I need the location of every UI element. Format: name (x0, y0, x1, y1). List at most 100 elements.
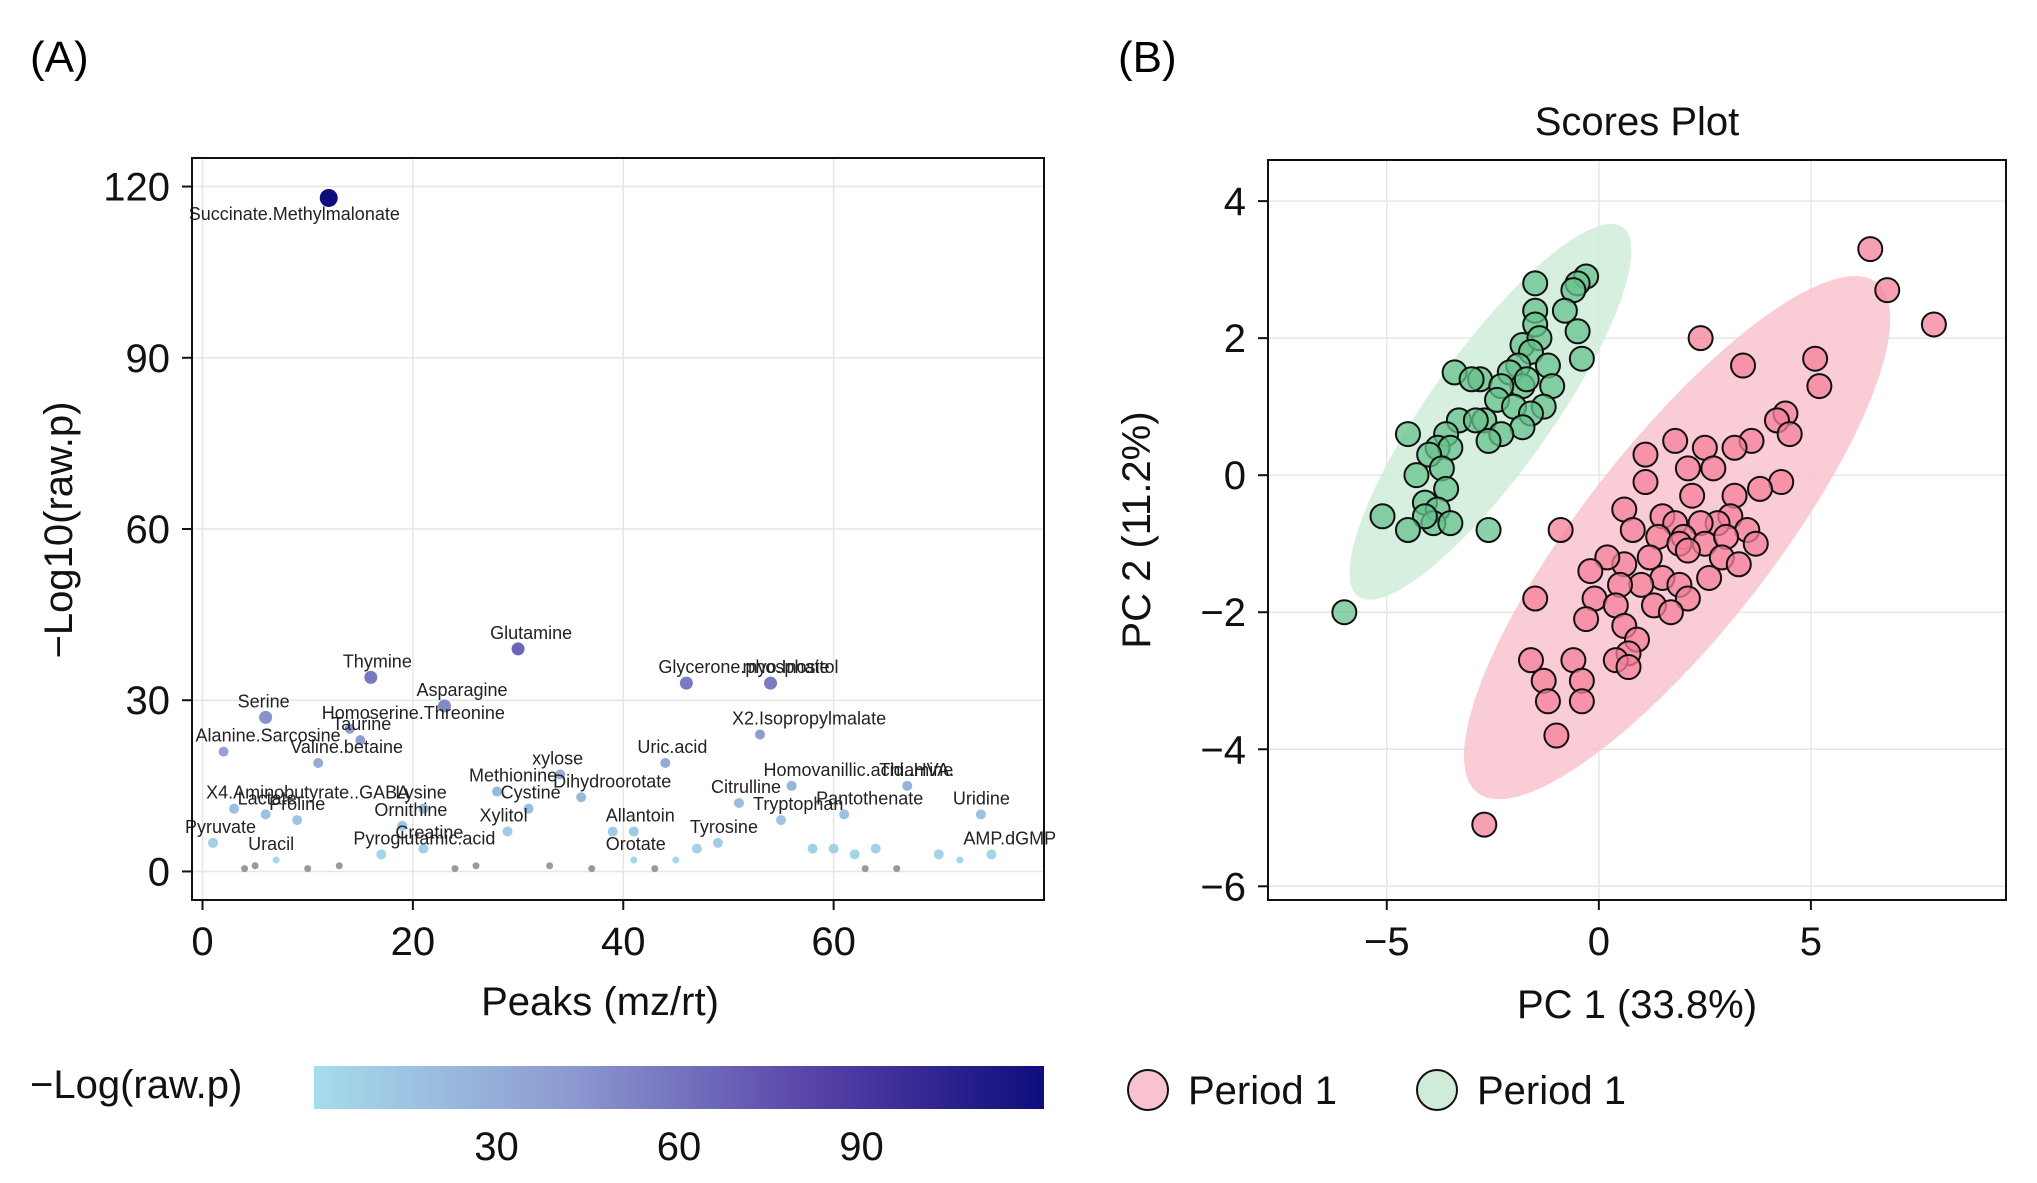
data-point (1619, 517, 1646, 543)
data-point (1776, 421, 1803, 448)
y-tick-label: 90 (126, 337, 171, 381)
data-point (1806, 373, 1833, 400)
data-point (1920, 311, 1947, 338)
plot-b-x-axis-title: PC 1 (33.8%) (1517, 983, 1757, 1027)
point-label: Pantothenate (816, 788, 923, 808)
data-point (1517, 647, 1544, 674)
data-point (355, 735, 366, 746)
data-point (1437, 510, 1464, 537)
data-point (1696, 564, 1723, 591)
point-label: Pyruvate (185, 817, 256, 837)
data-point (1679, 482, 1706, 509)
data-point (651, 865, 659, 873)
panel-b-label: (B) (1118, 33, 1177, 82)
point-label: Citrulline (711, 777, 781, 797)
data-point (1632, 441, 1659, 468)
data-point (630, 856, 638, 864)
data-point (1577, 558, 1604, 585)
panel-a-volcano-plot: Succinate.Methylmalonate Glutamine Thymine… (37, 157, 1056, 1024)
data-point (241, 865, 249, 873)
data-point (1725, 551, 1752, 578)
data-point (319, 188, 338, 207)
data-point (1662, 427, 1689, 454)
data-point (1458, 366, 1485, 393)
x-tick-label: 0 (1588, 920, 1610, 964)
data-point (472, 862, 480, 870)
data-point (1564, 318, 1591, 345)
legend-swatch (1416, 1069, 1458, 1111)
data-point (1513, 366, 1540, 393)
point-label: Succinate.Methylmalonate (189, 204, 400, 224)
data-point (755, 729, 765, 740)
y-tick-label: −4 (1200, 728, 1246, 772)
data-point (1543, 722, 1570, 749)
color-scale-ticks: 30 60 90 (474, 1125, 884, 1169)
point-label: X4.Aminobutyrate..GABA (206, 783, 409, 803)
point-label: myo.Inositol (743, 657, 839, 677)
data-point (1522, 585, 1549, 612)
data-point (1747, 475, 1773, 502)
plot-b-ticks: −5 0 5 −6 −4 −2 0 2 4 (1200, 180, 1822, 964)
data-point (1411, 503, 1438, 530)
plot-b-points (1331, 236, 1947, 838)
data-point (1475, 517, 1502, 543)
data-point (1369, 503, 1396, 530)
point-label: Lysine (395, 783, 446, 803)
y-tick-label: 0 (1224, 454, 1246, 498)
panel-b-scores-plot: Scores Plot −5 0 5 −6 −4 −2 0 2 4 PC 1 (33.8%) P… (1115, 100, 2007, 1027)
data-point (828, 843, 839, 854)
point-label: X2.Isopropylmalate (732, 708, 886, 728)
data-point (397, 820, 408, 831)
data-point (660, 758, 671, 769)
data-point (933, 849, 944, 860)
data-point (628, 826, 639, 837)
data-point (1730, 352, 1757, 379)
data-point (733, 797, 744, 808)
data-point (679, 676, 693, 690)
data-point (1636, 544, 1663, 571)
data-point (418, 843, 429, 854)
data-point (1573, 606, 1600, 633)
point-label: Asparagine (416, 680, 507, 700)
point-label: Methionine (469, 766, 557, 786)
x-tick-label: 60 (811, 920, 856, 964)
data-point (335, 862, 343, 870)
data-point (1475, 427, 1502, 454)
color-scale-title: −Log(raw.p) (30, 1063, 242, 1107)
data-point (260, 809, 271, 820)
point-label: Uric.acid (637, 737, 707, 757)
data-point (492, 786, 503, 797)
data-point (786, 780, 797, 791)
point-label: Xylitol (480, 806, 528, 826)
plot-a-ticks: 0 20 40 60 0 30 60 90 120 (103, 166, 856, 964)
data-point (1403, 462, 1430, 489)
data-point (292, 815, 303, 826)
data-point (229, 803, 240, 814)
data-point (1657, 599, 1684, 626)
point-label: Proline (269, 794, 325, 814)
data-point (764, 676, 778, 690)
data-point (1568, 345, 1595, 372)
data-point (1594, 544, 1621, 571)
data-point (576, 792, 587, 803)
point-label: Orotate (606, 834, 666, 854)
point-label: Tryptophan (753, 794, 843, 814)
data-point (870, 843, 881, 854)
color-scale-tick-label: 90 (839, 1125, 884, 1169)
data-point (1742, 530, 1769, 557)
data-point (691, 843, 702, 854)
data-point (902, 780, 913, 791)
point-label: Uracil (248, 834, 294, 854)
point-label: Cystine (501, 783, 561, 803)
data-point (437, 699, 451, 713)
data-point (523, 803, 534, 814)
data-point (956, 856, 964, 864)
y-tick-label: 120 (103, 166, 170, 210)
y-tick-label: 0 (148, 850, 170, 894)
data-point (1547, 517, 1574, 543)
color-scale-tick-label: 60 (657, 1125, 702, 1169)
data-point (1551, 297, 1578, 324)
legend-label: Period 1 (1477, 1069, 1626, 1113)
y-tick-label: 2 (1224, 317, 1246, 361)
